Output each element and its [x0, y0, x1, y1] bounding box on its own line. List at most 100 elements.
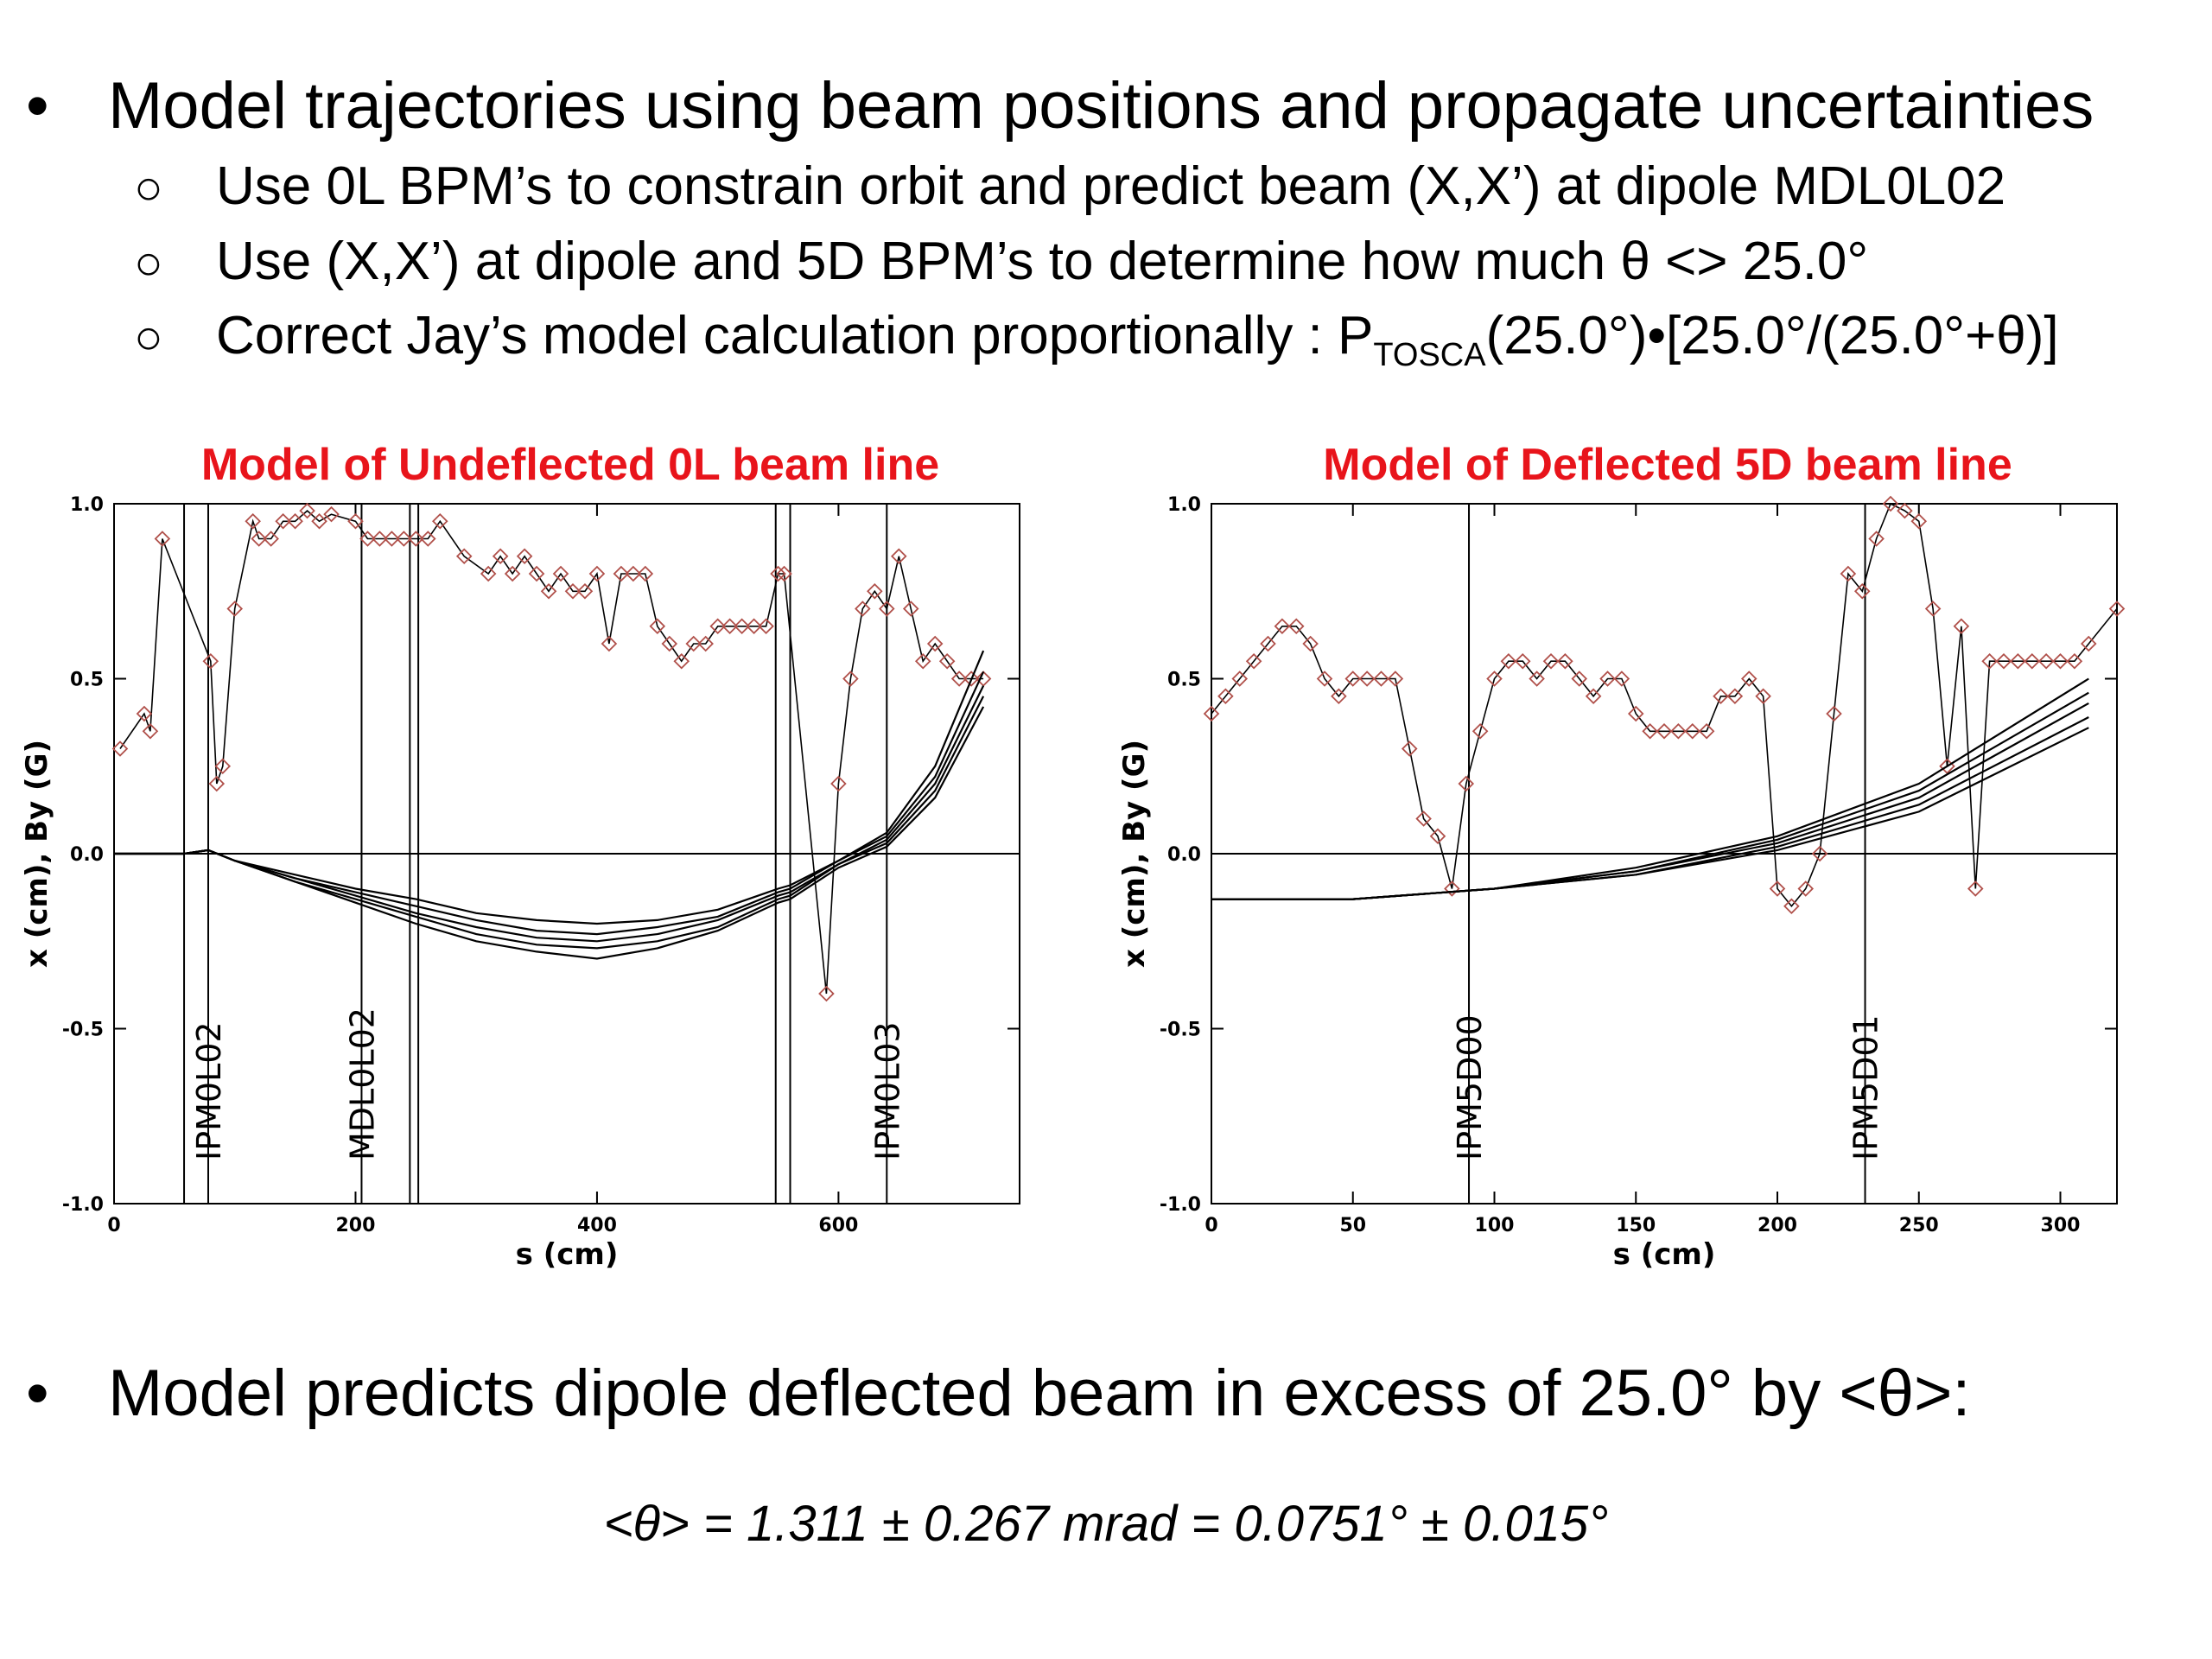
- y-tick-label: -1.0: [62, 1194, 104, 1216]
- field-marker: [576, 582, 594, 600]
- field-line: [119, 510, 984, 995]
- field-marker: [323, 505, 340, 523]
- field-marker: [721, 618, 738, 635]
- field-marker: [136, 705, 153, 722]
- field-marker: [625, 565, 642, 582]
- field-marker: [263, 531, 279, 547]
- field-marker: [142, 722, 159, 740]
- field-marker: [111, 741, 129, 757]
- field-marker: [1684, 722, 1701, 740]
- field-marker: [2052, 652, 2069, 670]
- field-marker: [1458, 775, 1475, 792]
- field-marker: [950, 671, 968, 687]
- field-marker: [1429, 828, 1446, 845]
- field-marker: [938, 652, 956, 670]
- field-marker: [1967, 880, 1984, 897]
- chart-right: 1.0 0.5 0.0 -0.5 -1.00 50 100 150 200 250 300 s (cm…: [1117, 494, 2126, 1272]
- field-marker: [372, 531, 388, 547]
- field-marker: [311, 512, 327, 530]
- bullet-main-1-text: Model trajectories using beam positions …: [108, 69, 2094, 143]
- field-marker: [1331, 688, 1347, 705]
- field-marker: [1316, 671, 1333, 687]
- x-tick-label: 250: [1899, 1215, 1939, 1236]
- field-marker: [1811, 845, 1828, 862]
- chart-right-title: Model of Deflected 5D beam line: [1323, 440, 2012, 490]
- field-marker: [1529, 671, 1545, 687]
- x-tick-label: 0: [107, 1215, 120, 1236]
- field-marker: [1826, 705, 1842, 722]
- field-marker: [528, 565, 545, 582]
- field-marker: [818, 985, 835, 1002]
- field-marker: [1853, 582, 1871, 600]
- field-marker: [1471, 722, 1489, 740]
- field-marker: [1627, 705, 1644, 722]
- element-label: IPM5D01: [1847, 1014, 1885, 1160]
- field-marker: [275, 512, 291, 530]
- trajectory-line: [1211, 727, 2089, 900]
- field-marker: [776, 565, 792, 582]
- field-marker: [2037, 652, 2055, 670]
- chart-left-title: Model of Undeflected 0L beam line: [200, 440, 940, 490]
- sub-3-suffix: (25.0°)•[25.0°/(25.0°+θ)]: [1485, 306, 2059, 365]
- field-marker: [1585, 688, 1602, 705]
- x-axis-label: s (cm): [1613, 1237, 1716, 1272]
- trajectory-line: [114, 706, 985, 960]
- x-tick-label: 200: [335, 1215, 375, 1236]
- field-marker: [1769, 880, 1786, 897]
- field-marker: [245, 512, 261, 530]
- field-marker: [1231, 671, 1249, 687]
- field-marker: [480, 565, 497, 582]
- field-marker: [2080, 635, 2097, 652]
- x-tick-label: 300: [2041, 1215, 2081, 1236]
- field-marker: [1274, 618, 1291, 635]
- trajectory-line: [114, 696, 985, 950]
- x-tick-label: 400: [577, 1215, 617, 1236]
- field-marker: [926, 635, 944, 652]
- field-marker: [746, 618, 762, 635]
- y-axis-label: x (cm), By (G): [20, 740, 54, 968]
- field-marker: [842, 671, 859, 687]
- bullet-dot: •: [26, 1357, 49, 1430]
- trajectory-line: [114, 650, 985, 925]
- element-label: IPM0L03: [868, 1021, 906, 1160]
- field-marker: [408, 531, 424, 547]
- field-marker: [601, 635, 618, 652]
- field-marker: [1882, 495, 1899, 512]
- field-marker: [770, 565, 786, 582]
- field-marker: [1557, 652, 1573, 670]
- field-marker: [1415, 810, 1432, 827]
- field-marker: [1910, 512, 1928, 530]
- y-tick-label: -0.5: [1160, 1020, 1201, 1041]
- element-label: IPM0L02: [190, 1021, 228, 1160]
- field-marker: [2024, 652, 2041, 670]
- field-marker: [516, 548, 533, 565]
- trajectory-line: [114, 671, 985, 936]
- field-marker: [455, 548, 473, 565]
- bullet-main-2-text: Model predicts dipole deflected beam in …: [108, 1357, 1971, 1430]
- field-marker: [1302, 635, 1319, 652]
- field-marker: [830, 775, 847, 792]
- sub-bullet-circle: ○: [134, 160, 163, 214]
- field-marker: [1613, 671, 1630, 687]
- field-marker: [1840, 565, 1857, 582]
- field-marker: [347, 512, 364, 530]
- bullet-sub-3-text: Correct Jay’s model calculation proporti…: [216, 309, 2059, 372]
- field-marker: [902, 601, 919, 617]
- y-tick-label: 0.0: [70, 844, 104, 866]
- field-marker: [1542, 652, 1560, 670]
- field-marker: [2066, 652, 2083, 670]
- field-marker: [1344, 671, 1362, 687]
- field-marker: [1656, 722, 1673, 740]
- field-marker: [1486, 671, 1503, 687]
- field-marker: [661, 635, 678, 652]
- field-marker: [1868, 531, 1885, 547]
- field-marker: [890, 548, 907, 565]
- field-marker: [1897, 502, 1913, 519]
- field-marker: [637, 565, 654, 582]
- x-tick-label: 0: [1205, 1215, 1217, 1236]
- field-marker: [359, 531, 376, 547]
- field-marker: [1698, 722, 1715, 740]
- field-marker: [540, 582, 557, 600]
- field-marker: [1500, 652, 1517, 670]
- x-tick-label: 100: [1475, 1215, 1515, 1236]
